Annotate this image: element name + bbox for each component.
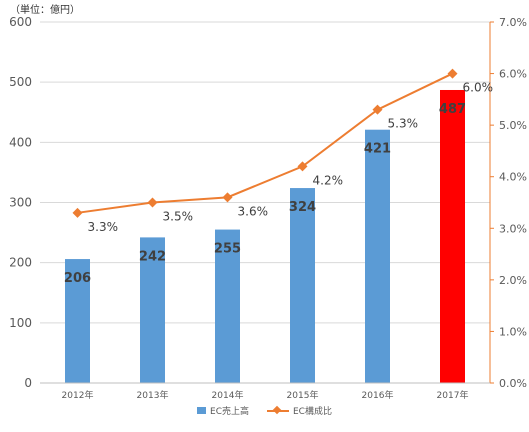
- line-value-label: 6.0%: [463, 81, 494, 95]
- line-series: [72, 68, 458, 218]
- x-tick-label: 2014年: [212, 389, 244, 401]
- bar: [215, 229, 240, 383]
- bar-value-label: 255: [214, 242, 241, 257]
- legend-bar-label: EC売上高: [210, 407, 249, 417]
- line-value-label: 3.6%: [238, 204, 269, 218]
- bar-value-label: 421: [364, 142, 391, 157]
- bar-value-label: 487: [439, 102, 466, 117]
- x-tick-label: 2013年: [137, 389, 169, 401]
- legend-item-bar: EC売上高: [197, 404, 249, 417]
- y-left-tick-label: 500: [9, 75, 32, 89]
- unit-label: （単位：億円）: [10, 5, 80, 16]
- legend-bar-swatch: [197, 407, 207, 414]
- y-right-tick-label: 7.0%: [499, 16, 527, 29]
- legend-item-line: EC構成比: [267, 404, 332, 417]
- y-left-tick-label: 600: [9, 15, 32, 29]
- data-labels: 206 242 255 324 421 487 3.3% 3.5% 3.6% 4.2% 5.3% 6.…: [64, 81, 493, 286]
- y-right-tick-label: 1.0%: [499, 325, 527, 338]
- bar: [140, 237, 165, 383]
- line-marker: [222, 192, 233, 203]
- line-marker: [447, 68, 458, 79]
- y-left-tick-label: 200: [9, 256, 32, 270]
- bar-value-label: 206: [64, 271, 91, 286]
- axes: 0 100 200 300 400 500 600 0.0% 1.0% 2.0% 3.0% 4.0% 5…: [9, 15, 527, 401]
- bars: [65, 89, 465, 383]
- bar: [365, 129, 390, 383]
- bar-value-label: 242: [139, 249, 166, 264]
- line-marker: [147, 197, 158, 208]
- y-left-tick-label: 400: [9, 135, 32, 149]
- grid: [40, 21, 490, 324]
- y-right-tick-label: 4.0%: [499, 171, 527, 184]
- y-left-tick-label: 0: [24, 376, 32, 390]
- line-marker: [372, 104, 383, 115]
- legend: EC売上高 EC構成比: [0, 404, 529, 417]
- line-value-label: 3.3%: [88, 220, 119, 234]
- y-right-tick-label: 0.0%: [499, 377, 527, 390]
- y-left-tick-label: 300: [9, 196, 32, 210]
- y-right-tick-label: 6.0%: [499, 68, 527, 81]
- y-right-tick-label: 2.0%: [499, 274, 527, 287]
- x-tick-label: 2015年: [287, 389, 319, 401]
- x-tick-label: 2012年: [62, 389, 94, 401]
- line-path: [77, 72, 453, 214]
- y-right-tick-label: 3.0%: [499, 222, 527, 235]
- y-right-tick-label: 5.0%: [499, 119, 527, 132]
- line-value-label: 5.3%: [388, 117, 419, 131]
- bar: [440, 89, 465, 383]
- x-tick-label: 2016年: [362, 389, 394, 401]
- line-value-label: 4.2%: [313, 173, 344, 187]
- bar: [65, 259, 90, 383]
- bar: [290, 188, 315, 383]
- line-marker: [297, 161, 308, 172]
- y-left-tick-label: 100: [9, 316, 32, 330]
- legend-line-label: EC構成比: [293, 407, 332, 417]
- line-value-label: 3.5%: [163, 210, 194, 224]
- bar-value-label: 324: [289, 200, 316, 215]
- legend-line-swatch: [267, 406, 289, 415]
- line-marker: [72, 207, 83, 218]
- x-tick-label: 2017年: [437, 389, 469, 401]
